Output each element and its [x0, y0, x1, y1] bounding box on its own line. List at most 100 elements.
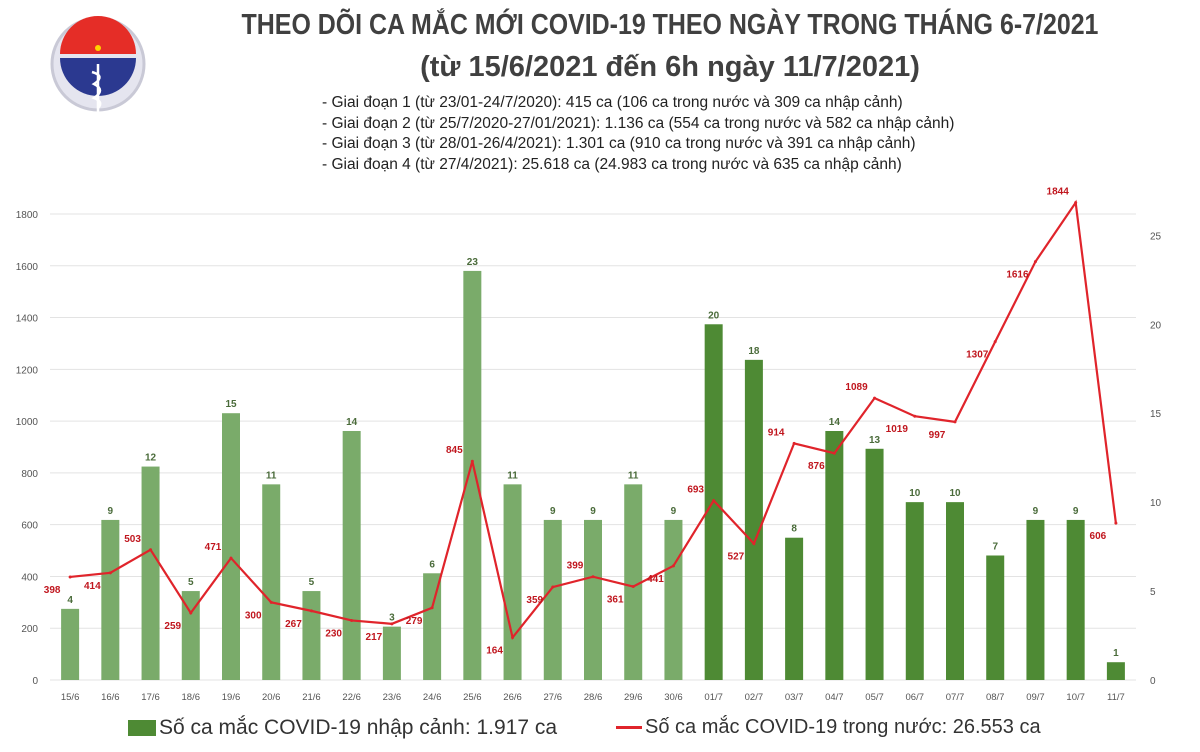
line-data-label: 164: [486, 646, 503, 657]
x-axis-tick-label: 06/7: [906, 692, 925, 703]
bar-data-label: 23: [467, 257, 479, 268]
x-axis-tick-label: 15/6: [61, 692, 80, 703]
line-point: [189, 611, 193, 615]
line-point: [913, 414, 917, 418]
bar-data-label: 14: [346, 417, 358, 428]
x-axis-tick-label: 22/6: [342, 692, 361, 703]
bar: [302, 591, 321, 680]
bar-data-label: 9: [108, 506, 114, 517]
bar-data-label: 4: [67, 595, 73, 606]
right-axis-tick-label: 20: [1150, 320, 1162, 331]
bar-data-label: 11: [507, 470, 518, 481]
line-point: [993, 340, 997, 344]
bar: [503, 484, 522, 680]
x-axis-tick-label: 09/7: [1026, 692, 1045, 703]
chart-title: THEO DÕI CA MẮC MỚI COVID-19 THEO NGÀY T…: [241, 9, 1099, 41]
line-point: [671, 564, 675, 568]
left-axis-tick-label: 0: [32, 676, 38, 687]
line-data-label: 1616: [1006, 270, 1029, 281]
bar: [946, 502, 964, 680]
bar: [744, 359, 763, 680]
bar-data-label: 9: [671, 506, 677, 517]
bar-data-label: 20: [708, 310, 720, 321]
x-axis-tick-label: 17/6: [141, 692, 160, 703]
line-point: [551, 585, 555, 589]
line-point: [712, 499, 716, 503]
line-point: [792, 441, 796, 445]
line-point: [149, 548, 153, 552]
bar-data-label: 12: [145, 453, 157, 464]
line-data-label: 259: [164, 621, 181, 632]
x-axis-tick-label: 25/6: [463, 692, 482, 703]
line-point: [309, 609, 313, 613]
bar-data-label: 6: [429, 559, 435, 570]
x-axis-tick-label: 01/7: [704, 692, 723, 703]
line-data-label: 914: [768, 427, 785, 438]
bar-data-label: 11: [628, 470, 639, 481]
bar-data-label: 18: [748, 346, 760, 357]
bar: [1026, 519, 1045, 680]
x-axis-tick-label: 21/6: [302, 692, 321, 703]
x-axis-tick-label: 24/6: [423, 692, 442, 703]
left-axis-tick-label: 200: [21, 624, 38, 635]
left-axis-tick-label: 800: [21, 469, 38, 480]
right-axis-tick-label: 0: [1150, 676, 1156, 687]
line-point: [1114, 521, 1118, 525]
bar-data-label: 9: [590, 506, 596, 517]
bar: [141, 466, 160, 680]
bar-data-label: 3: [389, 613, 395, 624]
bar: [584, 519, 602, 680]
left-axis-tick-label: 600: [21, 521, 38, 532]
line-data-label: 1089: [845, 382, 868, 393]
phase-note: - Giai đoạn 1 (từ 23/01-24/7/2020): 415 …: [322, 94, 903, 111]
bar-data-label: 9: [1033, 506, 1039, 517]
bar-data-label: 8: [791, 524, 797, 535]
x-axis-tick-label: 30/6: [664, 692, 683, 703]
line-point: [108, 571, 112, 575]
line-point: [1033, 260, 1037, 264]
line-data-label: 876: [808, 461, 825, 472]
line-point: [390, 622, 394, 626]
line-data-label: 267: [285, 619, 302, 630]
left-axis-tick-label: 1600: [16, 262, 39, 273]
line-data-label: 503: [124, 534, 141, 545]
bar-data-label: 14: [829, 417, 841, 428]
bar-data-label: 1: [1113, 648, 1119, 659]
left-axis-tick-label: 1000: [16, 417, 39, 428]
bar: [463, 270, 482, 680]
bar-data-label: 5: [188, 577, 194, 588]
line-data-label: 279: [406, 616, 423, 627]
bar-data-label: 11: [266, 470, 277, 481]
bar: [905, 502, 924, 680]
left-axis-tick-label: 1200: [16, 365, 39, 376]
bar: [1066, 519, 1085, 680]
phase-note: - Giai đoạn 3 (từ 28/01-26/4/2021): 1.30…: [322, 135, 916, 152]
line-data-label: 606: [1090, 531, 1107, 542]
bar: [61, 608, 80, 680]
bar: [785, 537, 804, 680]
line-point: [269, 600, 273, 604]
line-point: [430, 606, 434, 610]
line-point: [832, 451, 836, 455]
bar: [101, 519, 120, 680]
legend-item-line: Số ca mắc COVID-19 trong nước: 26.553 ca: [616, 716, 1041, 739]
bar: [1106, 662, 1125, 680]
bar: [382, 626, 401, 680]
line-point: [631, 585, 635, 589]
bar: [222, 413, 240, 680]
line-data-label: 230: [325, 628, 342, 639]
line-point: [68, 575, 72, 579]
left-axis-tick-label: 1400: [16, 314, 39, 325]
legend-swatch-bar: [128, 720, 156, 736]
phase-note: - Giai đoạn 4 (từ 27/4/2021): 25.618 ca …: [322, 155, 902, 173]
bar: [664, 519, 683, 680]
x-axis-tick-label: 27/6: [544, 692, 563, 703]
line-point: [229, 556, 233, 560]
bar-data-label: 15: [225, 399, 237, 410]
legend-label-bar: Số ca mắc COVID-19 nhập cảnh: 1.917 ca: [159, 716, 558, 739]
right-axis-tick-label: 25: [1150, 231, 1162, 242]
phase-notes: - Giai đoạn 1 (từ 23/01-24/7/2020): 415 …: [322, 93, 954, 175]
bar-data-label: 10: [949, 488, 961, 499]
line-data-label: 845: [446, 445, 463, 456]
